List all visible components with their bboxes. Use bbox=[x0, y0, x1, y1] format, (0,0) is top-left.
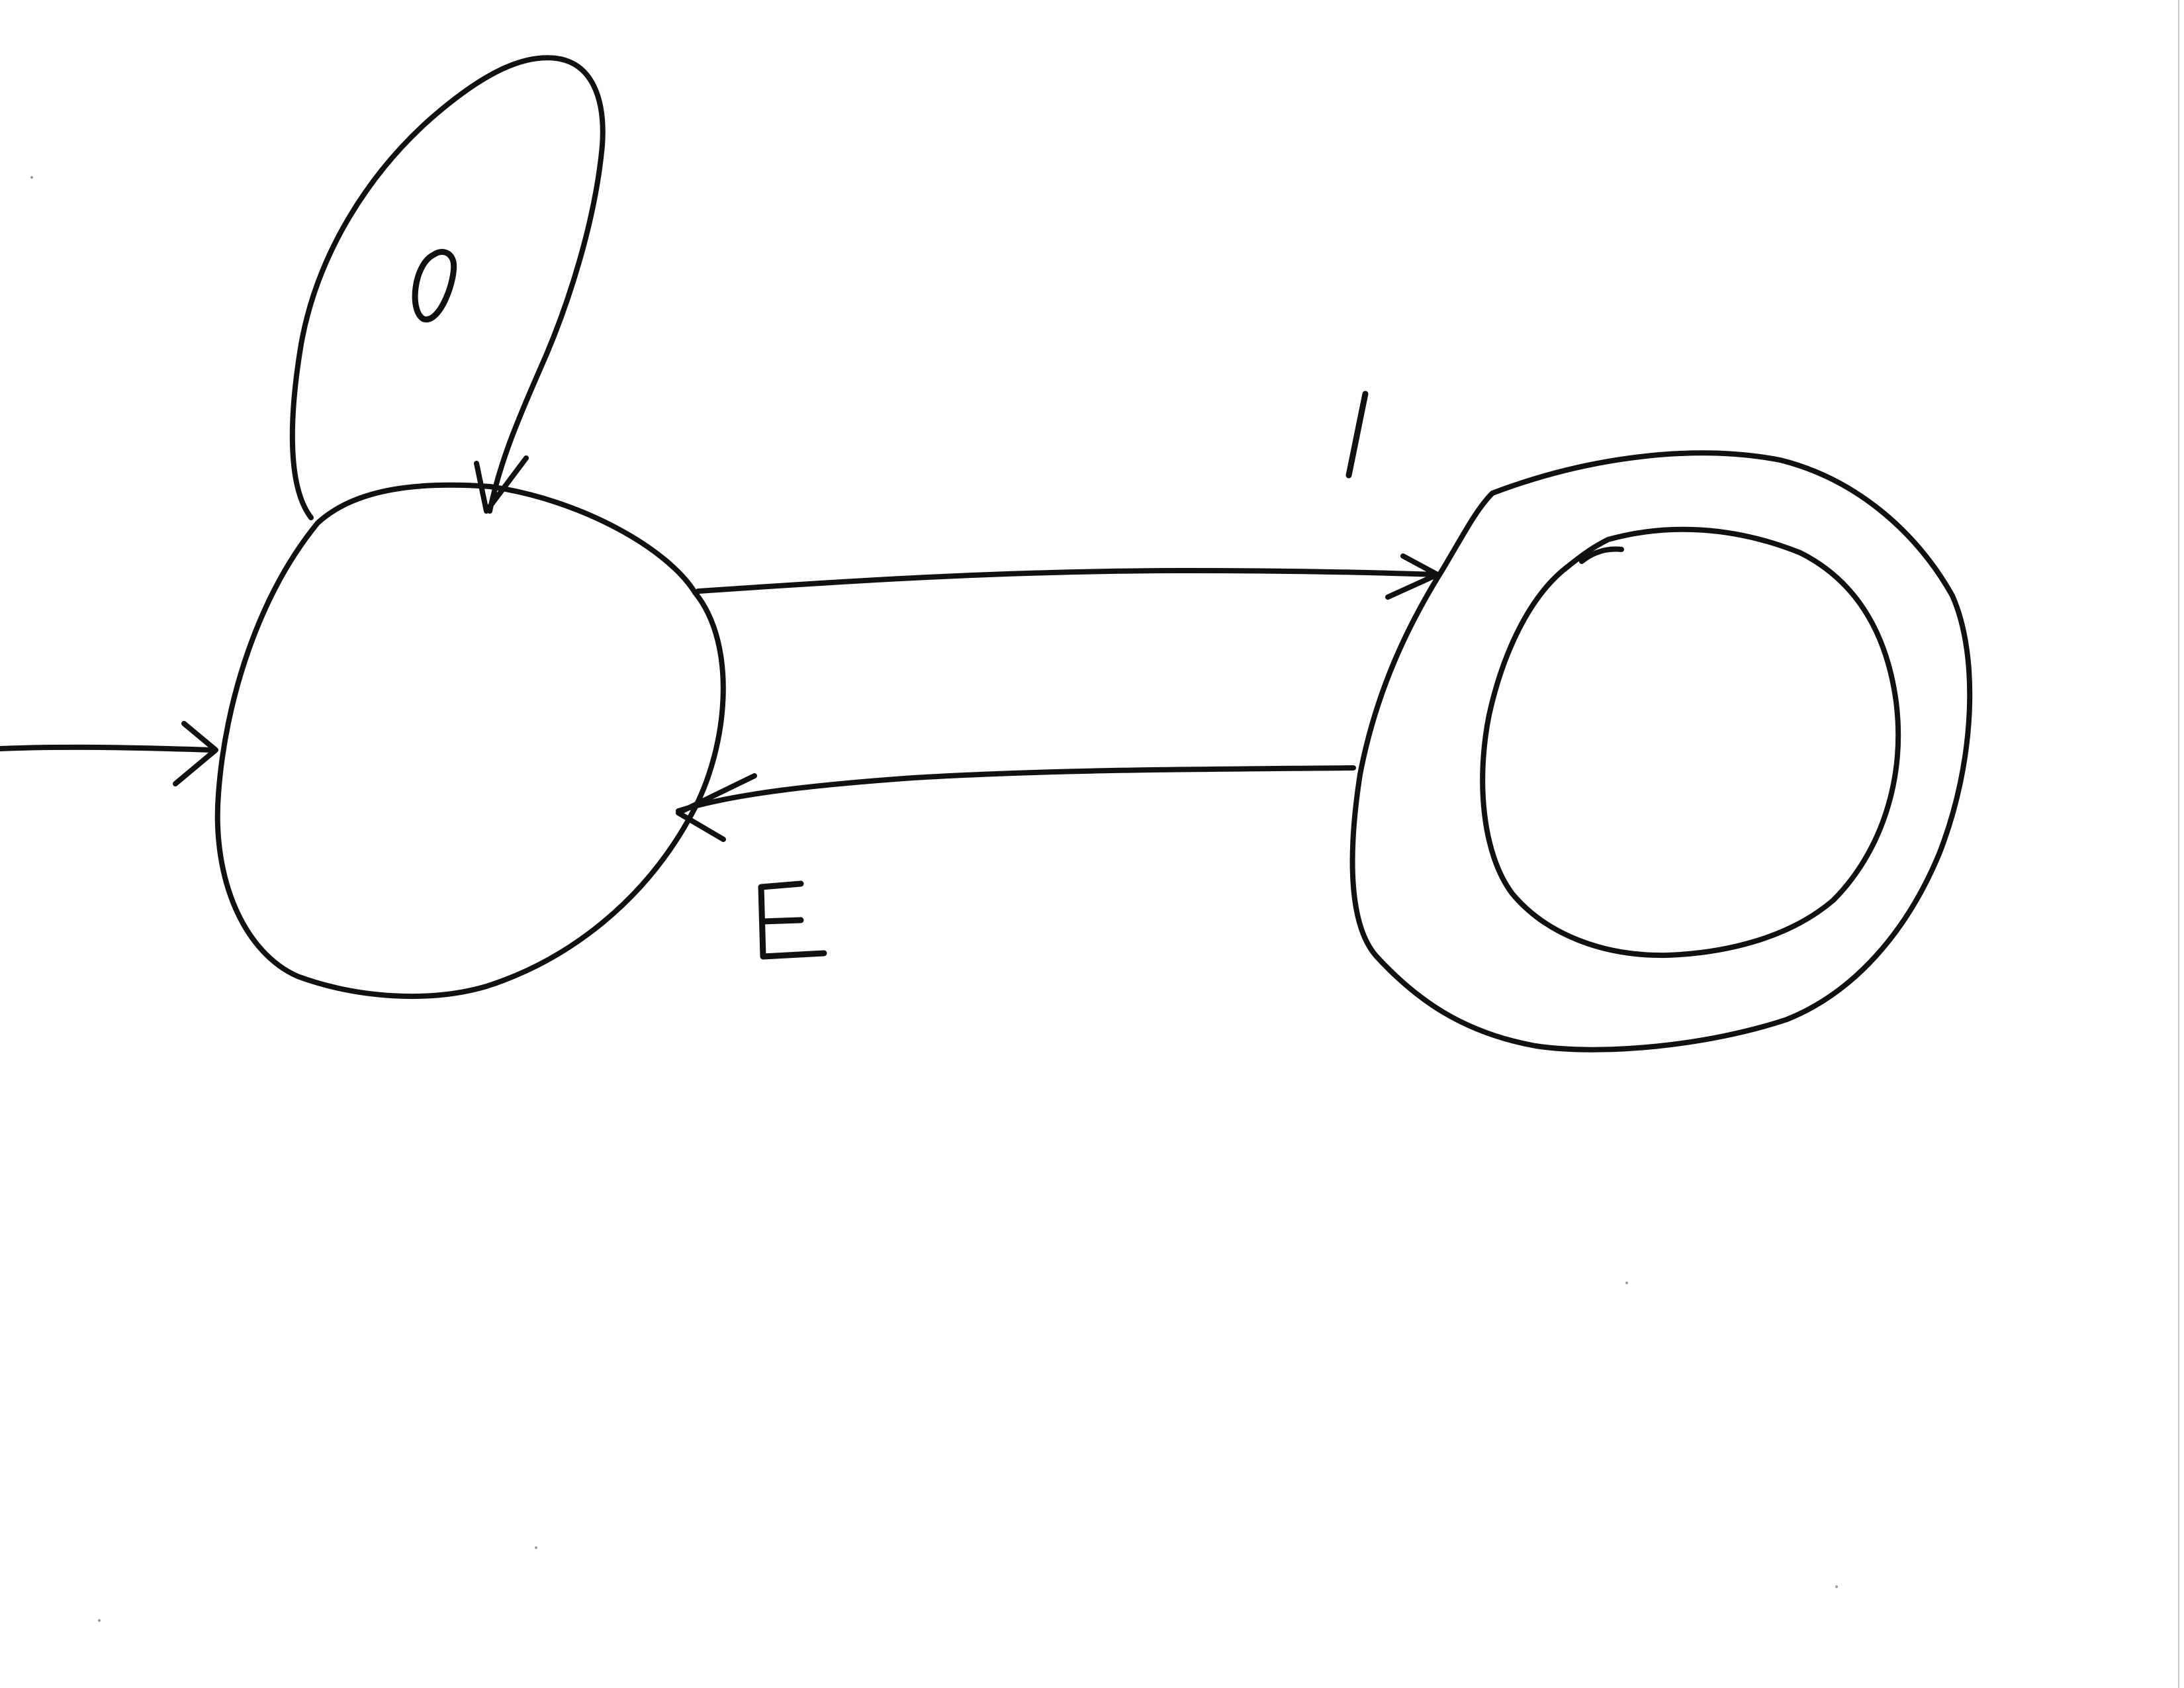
loop-q0-line bbox=[289, 55, 606, 520]
label-0: 0 bbox=[412, 249, 457, 322]
edge-q0-to-q1-line bbox=[696, 568, 1439, 594]
start-arrow bbox=[0, 721, 218, 786]
state-q1-inner bbox=[1480, 526, 1901, 959]
label-E: E bbox=[758, 880, 827, 960]
label-E-glyph bbox=[758, 880, 827, 960]
start-arrow-line bbox=[0, 744, 216, 753]
loop-q0 bbox=[289, 55, 606, 520]
label-0-glyph bbox=[412, 249, 457, 322]
state-q0 bbox=[214, 482, 726, 1000]
loop-q0-arrowhead bbox=[474, 455, 529, 514]
scan-specks bbox=[30, 176, 1838, 1622]
label-1: 1 bbox=[1345, 391, 1369, 479]
label-1-glyph bbox=[1345, 391, 1369, 479]
edge-q1-to-q0 bbox=[676, 765, 1356, 842]
state-q1-inner-tick bbox=[1579, 546, 1624, 564]
start-arrowhead bbox=[173, 721, 218, 786]
state-q1-outer bbox=[1349, 450, 1973, 1053]
edge-q0-to-q1 bbox=[696, 553, 1440, 600]
edge-q1-to-q0-arrowhead bbox=[676, 773, 757, 842]
edge-q1-to-q0-line bbox=[676, 765, 1356, 814]
